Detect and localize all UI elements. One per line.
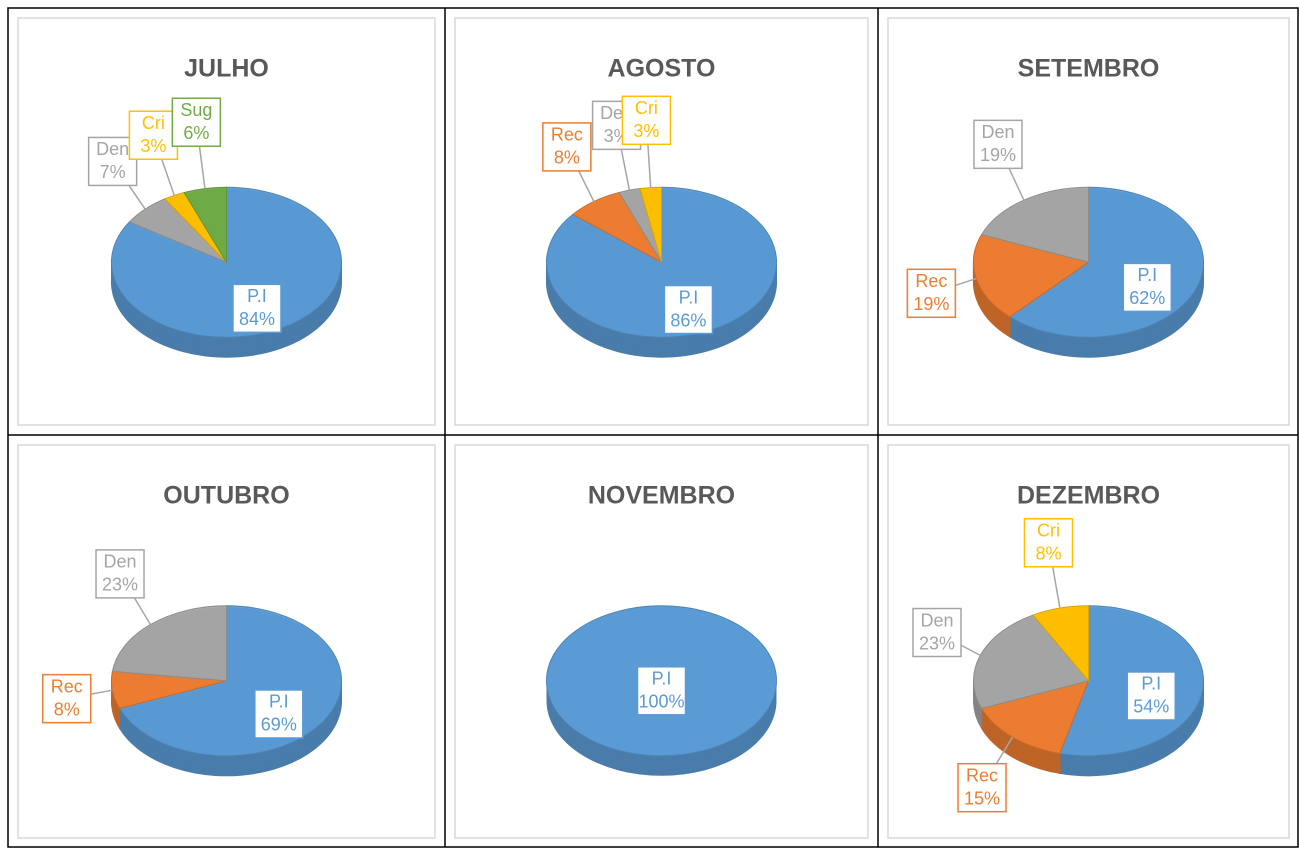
- pie-slice: [973, 614, 1090, 709]
- label-box: [128, 110, 179, 160]
- label-category: Den: [96, 139, 129, 159]
- label-box: [957, 762, 1007, 813]
- label-value: 6%: [183, 123, 209, 143]
- chart-title: DEZEMBRO: [1017, 482, 1160, 510]
- chart: SETEMBRO P.I 62% Rec 19% Den 19%: [887, 17, 1290, 426]
- label-category: Rec: [915, 271, 947, 291]
- label-value: 23%: [102, 575, 138, 595]
- chart: JULHO P.I 84% Den 7% Cri 3% Sug 6%: [17, 17, 436, 426]
- label-box: [542, 122, 592, 172]
- label-value: 69%: [261, 715, 297, 735]
- label-category: Cri: [142, 113, 165, 133]
- label-box: [912, 607, 962, 658]
- label-category: Rec: [551, 125, 583, 145]
- pie-slice: [1032, 605, 1089, 683]
- label-box: [621, 95, 672, 146]
- label-value: 19%: [913, 294, 949, 314]
- label-value: 100%: [638, 692, 684, 712]
- chart: OUTUBRO P.I 69% Rec 8% Den 23%: [17, 444, 436, 839]
- label-category: Rec: [966, 765, 998, 785]
- label-box: [906, 268, 957, 319]
- label-box: [87, 136, 138, 187]
- chart-title: SETEMBRO: [1018, 55, 1160, 83]
- label-value: 84%: [239, 309, 275, 329]
- label-category: Den: [981, 122, 1014, 142]
- label-box: [1126, 671, 1177, 721]
- label-box: [663, 284, 714, 335]
- label-category: Rec: [51, 676, 83, 696]
- label-category: Cri: [635, 98, 658, 118]
- label-value: 7%: [100, 162, 126, 182]
- label-value: 3%: [140, 136, 166, 156]
- label-box: [973, 119, 1023, 170]
- pie-slice: [111, 605, 227, 682]
- label-value: 86%: [670, 310, 706, 330]
- label-category: Cri: [1037, 521, 1060, 541]
- label-value: 23%: [919, 633, 955, 653]
- label-value: 19%: [980, 145, 1016, 165]
- chart: DEZEMBRO P.I 54% Rec 15% Den 23% Cri 8%: [887, 444, 1290, 839]
- label-category: Den: [921, 610, 954, 630]
- label-box: [95, 549, 145, 599]
- label-box: [636, 666, 687, 716]
- label-category: P.I: [247, 286, 267, 306]
- label-box: [1122, 262, 1173, 313]
- label-category: P.I: [269, 692, 289, 712]
- label-box: [232, 283, 282, 334]
- label-value: 3%: [633, 121, 659, 141]
- label-value: 8%: [1035, 544, 1061, 564]
- chart-title: NOVEMBRO: [588, 482, 735, 510]
- label-box: [1023, 518, 1074, 568]
- label-category: P.I: [1137, 265, 1157, 285]
- label-box: [171, 97, 222, 147]
- label-box: [42, 673, 92, 724]
- label-category: Sug: [180, 100, 212, 120]
- chart-title: OUTUBRO: [163, 482, 289, 510]
- label-category: P.I: [1141, 674, 1161, 694]
- label-value: 8%: [54, 699, 80, 719]
- pie-slice: [980, 680, 1090, 755]
- label-category: P.I: [652, 669, 672, 689]
- label-value: 54%: [1133, 697, 1169, 717]
- label-category: Den: [104, 552, 137, 572]
- table-border: [7, 7, 1299, 848]
- label-box: [254, 689, 304, 739]
- pie-slice: [183, 186, 227, 264]
- chart: NOVEMBRO P.I 100%: [454, 444, 869, 839]
- label-category: P.I: [679, 287, 699, 307]
- label-value: 8%: [554, 148, 580, 168]
- chart-title: JULHO: [184, 55, 269, 83]
- chart-title: AGOSTO: [608, 55, 716, 83]
- pie-slice: [980, 186, 1089, 263]
- label-value: 15%: [964, 788, 1000, 808]
- label-value: 62%: [1129, 288, 1165, 308]
